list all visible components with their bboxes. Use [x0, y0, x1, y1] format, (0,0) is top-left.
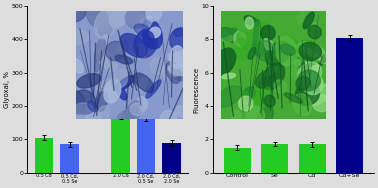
Bar — [163, 143, 181, 173]
Bar — [35, 138, 53, 173]
Bar — [261, 144, 288, 173]
Y-axis label: Glyoxal, %: Glyoxal, % — [4, 71, 10, 108]
Bar — [112, 115, 130, 173]
Y-axis label: Fluorescence: Fluorescence — [194, 66, 200, 112]
Bar — [336, 38, 363, 173]
Bar — [299, 144, 325, 173]
Bar — [137, 119, 155, 173]
Bar — [224, 148, 251, 173]
Bar — [60, 144, 79, 173]
